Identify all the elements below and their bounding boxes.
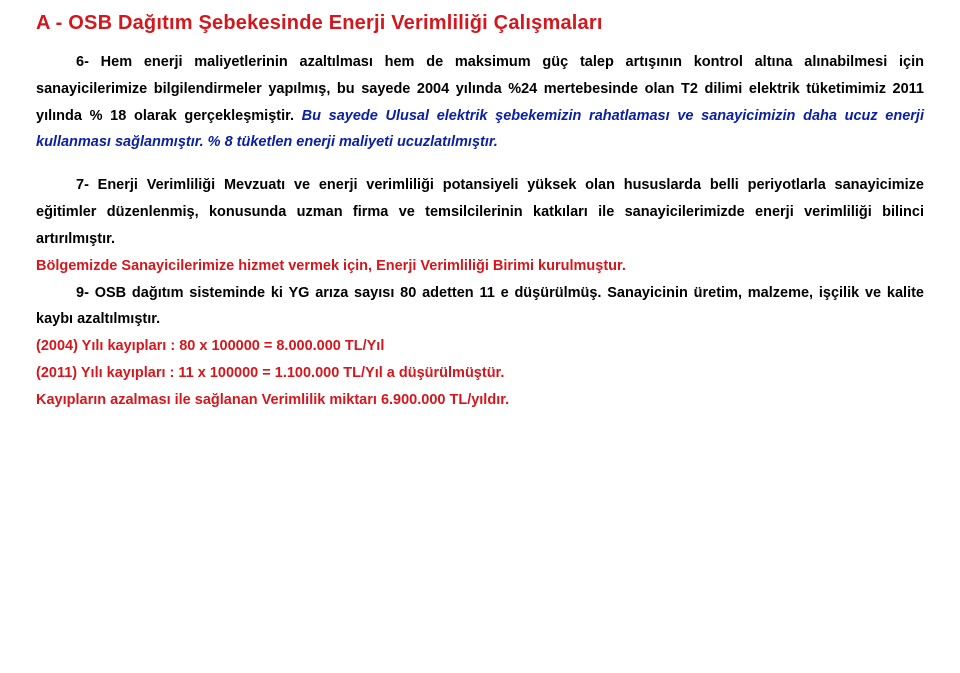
p7-text-red: Bölgemizde Sanayicilerimize hizmet verme… <box>36 258 626 274</box>
loss-2004: (2004) Yılı kayıpları : 80 x 100000 = 8.… <box>36 333 924 360</box>
paragraph-9: 9- OSB dağıtım sisteminde ki YG arıza sa… <box>36 280 924 334</box>
loss-2011: (2011) Yılı kayıpları : 11 x 100000 = 1.… <box>36 360 924 387</box>
p9-text-black: 9- OSB dağıtım sisteminde ki YG arıza sa… <box>36 285 924 328</box>
paragraph-7: 7- Enerji Verimliliği Mevzuatı ve enerji… <box>36 172 924 252</box>
paragraph-7-red: Bölgemizde Sanayicilerimize hizmet verme… <box>36 253 924 280</box>
page-title: A - OSB Dağıtım Şebekesinde Enerji Verim… <box>36 12 924 35</box>
p7-text-black: 7- Enerji Verimliliği Mevzuatı ve enerji… <box>36 177 924 247</box>
loss-2004-text: (2004) Yılı kayıpları : 80 x 100000 = 8.… <box>36 338 384 354</box>
spacer <box>36 156 924 172</box>
loss-2011-text: (2011) Yılı kayıpları : 11 x 100000 = 1.… <box>36 365 504 381</box>
saving-text: Kayıpların azalması ile sağlanan Verimli… <box>36 392 509 408</box>
document-page: A - OSB Dağıtım Şebekesinde Enerji Verim… <box>0 0 960 434</box>
saving-line: Kayıpların azalması ile sağlanan Verimli… <box>36 387 924 414</box>
paragraph-6: 6- Hem enerji maliyetlerinin azaltılması… <box>36 49 924 156</box>
